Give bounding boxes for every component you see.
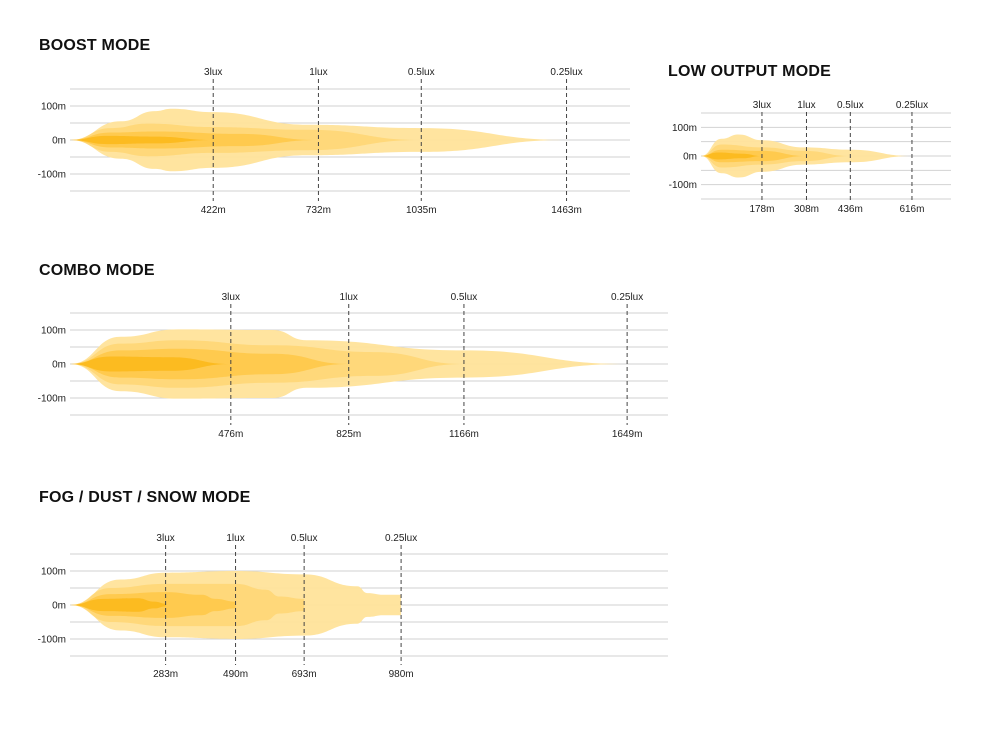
lux-label: 1lux — [797, 100, 815, 111]
lux-label: 3lux — [204, 67, 222, 78]
distance-label: 476m — [218, 429, 243, 440]
lux-label: 1lux — [309, 67, 327, 78]
lux-label: 0.5lux — [837, 100, 864, 111]
distance-label: 422m — [201, 205, 226, 216]
lux-label: 0.25lux — [611, 292, 643, 303]
distance-label: 178m — [749, 204, 774, 215]
combo-mode-title: COMBO MODE — [39, 262, 155, 279]
distance-label: 1035m — [406, 205, 437, 216]
distance-label: 1649m — [612, 429, 643, 440]
lux-label: 0.25lux — [896, 100, 928, 111]
y-tick-label: 100m — [672, 123, 697, 134]
beam-core — [70, 356, 231, 372]
lux-label: 3lux — [222, 292, 240, 303]
distance-label: 616m — [899, 204, 924, 215]
lux-label: 0.5lux — [291, 533, 318, 544]
lux-label: 3lux — [753, 100, 771, 111]
y-tick-label: -100m — [669, 180, 697, 191]
lux-label: 1lux — [340, 292, 358, 303]
beam-core — [701, 152, 762, 160]
beam-pattern — [70, 108, 567, 172]
fog-dust-snow-mode-title: FOG / DUST / SNOW MODE — [39, 489, 251, 506]
distance-label: 490m — [223, 669, 248, 680]
lux-label: 0.5lux — [451, 292, 478, 303]
distance-label: 1463m — [551, 205, 582, 216]
y-tick-label: 100m — [41, 102, 66, 113]
lux-label: 1lux — [226, 533, 244, 544]
y-tick-label: 100m — [41, 326, 66, 337]
y-tick-label: 0m — [52, 601, 66, 612]
lux-label: 3lux — [156, 533, 174, 544]
y-tick-label: -100m — [38, 170, 66, 181]
lux-label: 0.25lux — [550, 67, 582, 78]
y-tick-label: 0m — [683, 152, 697, 163]
distance-label: 980m — [389, 669, 414, 680]
beam-core — [70, 598, 166, 612]
lux-label: 0.25lux — [385, 533, 417, 544]
distance-label: 308m — [794, 204, 819, 215]
y-tick-label: 0m — [52, 136, 66, 147]
distance-label: 436m — [838, 204, 863, 215]
boost-mode-title: BOOST MODE — [39, 37, 151, 54]
y-tick-label: -100m — [38, 394, 66, 405]
y-tick-label: -100m — [38, 635, 66, 646]
distance-label: 283m — [153, 669, 178, 680]
beam-pattern — [70, 329, 628, 399]
distance-label: 693m — [292, 669, 317, 680]
beam-core — [70, 135, 214, 145]
low-output-mode-title: LOW OUTPUT MODE — [668, 63, 831, 80]
distance-label: 825m — [336, 429, 361, 440]
distance-label: 1166m — [449, 429, 479, 440]
y-tick-label: 0m — [52, 360, 66, 371]
distance-label: 732m — [306, 205, 331, 216]
lux-label: 0.5lux — [408, 67, 435, 78]
y-tick-label: 100m — [41, 567, 66, 578]
